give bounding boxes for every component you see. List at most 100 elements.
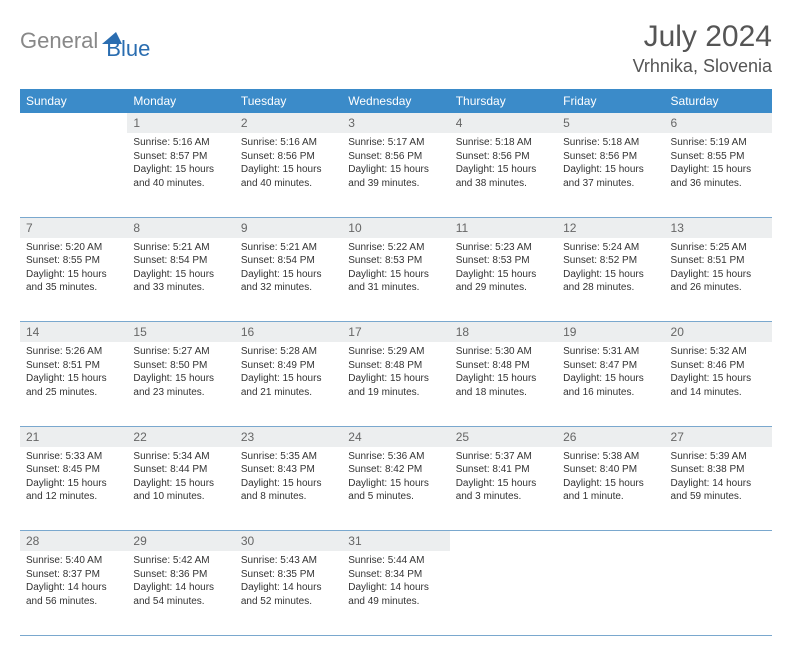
day-detail: Sunrise: 5:33 AMSunset: 8:45 PMDaylight:… bbox=[20, 447, 127, 510]
day-number-row: 28293031 bbox=[20, 531, 772, 552]
sunrise-text: Sunrise: 5:28 AM bbox=[241, 345, 336, 359]
sunset-text: Sunset: 8:47 PM bbox=[563, 359, 658, 373]
day-number-cell: 11 bbox=[450, 217, 557, 238]
day-number-cell: 7 bbox=[20, 217, 127, 238]
day-detail: Sunrise: 5:21 AMSunset: 8:54 PMDaylight:… bbox=[235, 238, 342, 301]
day-detail: Sunrise: 5:18 AMSunset: 8:56 PMDaylight:… bbox=[557, 133, 664, 196]
calendar-day-cell: Sunrise: 5:34 AMSunset: 8:44 PMDaylight:… bbox=[127, 447, 234, 531]
day-detail: Sunrise: 5:21 AMSunset: 8:54 PMDaylight:… bbox=[127, 238, 234, 301]
day-detail: Sunrise: 5:40 AMSunset: 8:37 PMDaylight:… bbox=[20, 551, 127, 614]
weekday-header: Thursday bbox=[450, 89, 557, 113]
day-number-cell bbox=[557, 531, 664, 552]
calendar-day-cell: Sunrise: 5:20 AMSunset: 8:55 PMDaylight:… bbox=[20, 238, 127, 322]
calendar-week-row: Sunrise: 5:20 AMSunset: 8:55 PMDaylight:… bbox=[20, 238, 772, 322]
calendar-day-cell: Sunrise: 5:21 AMSunset: 8:54 PMDaylight:… bbox=[127, 238, 234, 322]
sunrise-text: Sunrise: 5:32 AM bbox=[671, 345, 766, 359]
day-detail: Sunrise: 5:18 AMSunset: 8:56 PMDaylight:… bbox=[450, 133, 557, 196]
sunrise-text: Sunrise: 5:25 AM bbox=[671, 241, 766, 255]
day-detail: Sunrise: 5:27 AMSunset: 8:50 PMDaylight:… bbox=[127, 342, 234, 405]
day-detail: Sunrise: 5:39 AMSunset: 8:38 PMDaylight:… bbox=[665, 447, 772, 510]
daylight-text: Daylight: 14 hours and 56 minutes. bbox=[26, 581, 121, 608]
daylight-text: Daylight: 15 hours and 33 minutes. bbox=[133, 268, 228, 295]
sunset-text: Sunset: 8:40 PM bbox=[563, 463, 658, 477]
calendar-day-cell: Sunrise: 5:28 AMSunset: 8:49 PMDaylight:… bbox=[235, 342, 342, 426]
day-number-cell: 23 bbox=[235, 426, 342, 447]
sunrise-text: Sunrise: 5:29 AM bbox=[348, 345, 443, 359]
calendar-day-cell: Sunrise: 5:26 AMSunset: 8:51 PMDaylight:… bbox=[20, 342, 127, 426]
sunset-text: Sunset: 8:53 PM bbox=[456, 254, 551, 268]
sunrise-text: Sunrise: 5:31 AM bbox=[563, 345, 658, 359]
calendar-day-cell: Sunrise: 5:43 AMSunset: 8:35 PMDaylight:… bbox=[235, 551, 342, 635]
calendar-day-cell: Sunrise: 5:44 AMSunset: 8:34 PMDaylight:… bbox=[342, 551, 449, 635]
sunset-text: Sunset: 8:51 PM bbox=[26, 359, 121, 373]
sunset-text: Sunset: 8:56 PM bbox=[456, 150, 551, 164]
sunrise-text: Sunrise: 5:27 AM bbox=[133, 345, 228, 359]
day-detail: Sunrise: 5:17 AMSunset: 8:56 PMDaylight:… bbox=[342, 133, 449, 196]
brand-part2: Blue bbox=[106, 36, 150, 62]
calendar-day-cell: Sunrise: 5:16 AMSunset: 8:56 PMDaylight:… bbox=[235, 133, 342, 217]
day-number-cell: 9 bbox=[235, 217, 342, 238]
sunrise-text: Sunrise: 5:18 AM bbox=[563, 136, 658, 150]
daylight-text: Daylight: 15 hours and 36 minutes. bbox=[671, 163, 766, 190]
sunrise-text: Sunrise: 5:40 AM bbox=[26, 554, 121, 568]
calendar-page: General Blue July 2024 Vrhnika, Slovenia… bbox=[0, 0, 792, 646]
sunset-text: Sunset: 8:54 PM bbox=[241, 254, 336, 268]
sunset-text: Sunset: 8:53 PM bbox=[348, 254, 443, 268]
location: Vrhnika, Slovenia bbox=[633, 56, 772, 77]
sunset-text: Sunset: 8:56 PM bbox=[348, 150, 443, 164]
daylight-text: Daylight: 15 hours and 35 minutes. bbox=[26, 268, 121, 295]
daylight-text: Daylight: 15 hours and 40 minutes. bbox=[241, 163, 336, 190]
day-number-cell: 30 bbox=[235, 531, 342, 552]
day-number-cell: 2 bbox=[235, 113, 342, 133]
day-number-row: 123456 bbox=[20, 113, 772, 133]
calendar-day-cell: Sunrise: 5:18 AMSunset: 8:56 PMDaylight:… bbox=[557, 133, 664, 217]
weekday-header: Friday bbox=[557, 89, 664, 113]
day-detail: Sunrise: 5:29 AMSunset: 8:48 PMDaylight:… bbox=[342, 342, 449, 405]
daylight-text: Daylight: 15 hours and 8 minutes. bbox=[241, 477, 336, 504]
sunset-text: Sunset: 8:48 PM bbox=[348, 359, 443, 373]
day-detail: Sunrise: 5:28 AMSunset: 8:49 PMDaylight:… bbox=[235, 342, 342, 405]
day-detail: Sunrise: 5:44 AMSunset: 8:34 PMDaylight:… bbox=[342, 551, 449, 614]
sunset-text: Sunset: 8:46 PM bbox=[671, 359, 766, 373]
calendar-day-cell: Sunrise: 5:40 AMSunset: 8:37 PMDaylight:… bbox=[20, 551, 127, 635]
sunrise-text: Sunrise: 5:36 AM bbox=[348, 450, 443, 464]
sunset-text: Sunset: 8:57 PM bbox=[133, 150, 228, 164]
calendar-day-cell: Sunrise: 5:23 AMSunset: 8:53 PMDaylight:… bbox=[450, 238, 557, 322]
day-detail: Sunrise: 5:35 AMSunset: 8:43 PMDaylight:… bbox=[235, 447, 342, 510]
day-number-cell: 20 bbox=[665, 322, 772, 343]
day-detail: Sunrise: 5:16 AMSunset: 8:57 PMDaylight:… bbox=[127, 133, 234, 196]
sunset-text: Sunset: 8:35 PM bbox=[241, 568, 336, 582]
day-number-cell: 13 bbox=[665, 217, 772, 238]
calendar-day-cell: Sunrise: 5:17 AMSunset: 8:56 PMDaylight:… bbox=[342, 133, 449, 217]
calendar-header-row: SundayMondayTuesdayWednesdayThursdayFrid… bbox=[20, 89, 772, 113]
day-detail: Sunrise: 5:20 AMSunset: 8:55 PMDaylight:… bbox=[20, 238, 127, 301]
day-number-cell: 1 bbox=[127, 113, 234, 133]
calendar-week-row: Sunrise: 5:40 AMSunset: 8:37 PMDaylight:… bbox=[20, 551, 772, 635]
day-number-cell bbox=[665, 531, 772, 552]
calendar-day-cell: Sunrise: 5:36 AMSunset: 8:42 PMDaylight:… bbox=[342, 447, 449, 531]
weekday-header: Wednesday bbox=[342, 89, 449, 113]
day-detail: Sunrise: 5:34 AMSunset: 8:44 PMDaylight:… bbox=[127, 447, 234, 510]
calendar-day-cell: Sunrise: 5:32 AMSunset: 8:46 PMDaylight:… bbox=[665, 342, 772, 426]
daylight-text: Daylight: 15 hours and 12 minutes. bbox=[26, 477, 121, 504]
calendar-table: SundayMondayTuesdayWednesdayThursdayFrid… bbox=[20, 89, 772, 636]
day-detail: Sunrise: 5:23 AMSunset: 8:53 PMDaylight:… bbox=[450, 238, 557, 301]
sunset-text: Sunset: 8:38 PM bbox=[671, 463, 766, 477]
day-number-cell bbox=[450, 531, 557, 552]
daylight-text: Daylight: 15 hours and 28 minutes. bbox=[563, 268, 658, 295]
daylight-text: Daylight: 15 hours and 10 minutes. bbox=[133, 477, 228, 504]
calendar-day-cell: Sunrise: 5:22 AMSunset: 8:53 PMDaylight:… bbox=[342, 238, 449, 322]
day-detail: Sunrise: 5:25 AMSunset: 8:51 PMDaylight:… bbox=[665, 238, 772, 301]
sunset-text: Sunset: 8:55 PM bbox=[26, 254, 121, 268]
calendar-day-cell: Sunrise: 5:35 AMSunset: 8:43 PMDaylight:… bbox=[235, 447, 342, 531]
daylight-text: Daylight: 15 hours and 40 minutes. bbox=[133, 163, 228, 190]
sunrise-text: Sunrise: 5:33 AM bbox=[26, 450, 121, 464]
sunrise-text: Sunrise: 5:37 AM bbox=[456, 450, 551, 464]
day-detail: Sunrise: 5:16 AMSunset: 8:56 PMDaylight:… bbox=[235, 133, 342, 196]
day-number-cell: 25 bbox=[450, 426, 557, 447]
daylight-text: Daylight: 14 hours and 59 minutes. bbox=[671, 477, 766, 504]
day-detail: Sunrise: 5:36 AMSunset: 8:42 PMDaylight:… bbox=[342, 447, 449, 510]
sunrise-text: Sunrise: 5:22 AM bbox=[348, 241, 443, 255]
sunrise-text: Sunrise: 5:21 AM bbox=[133, 241, 228, 255]
daylight-text: Daylight: 14 hours and 52 minutes. bbox=[241, 581, 336, 608]
